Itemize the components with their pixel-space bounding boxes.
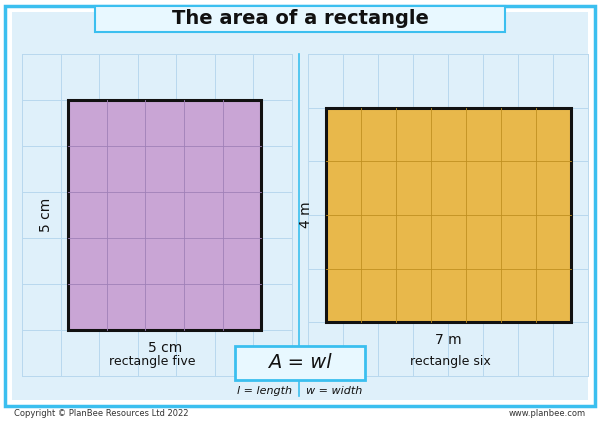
FancyBboxPatch shape	[235, 346, 365, 380]
Text: rectangle five: rectangle five	[109, 355, 195, 368]
Text: The area of a rectangle: The area of a rectangle	[172, 9, 428, 28]
Text: 4 m: 4 m	[299, 202, 313, 228]
FancyBboxPatch shape	[5, 6, 595, 406]
FancyBboxPatch shape	[95, 6, 505, 32]
Bar	[325, 108, 571, 322]
Text: rectangle six: rectangle six	[410, 355, 490, 368]
Text: Copyright © PlanBee Resources Ltd 2022: Copyright © PlanBee Resources Ltd 2022	[14, 410, 188, 418]
Bar	[68, 100, 261, 330]
Text: 7 m: 7 m	[434, 333, 461, 347]
Text: 5 cm: 5 cm	[148, 341, 182, 355]
Text: 5 cm: 5 cm	[39, 198, 53, 232]
FancyBboxPatch shape	[12, 12, 588, 400]
Text: l = length    w = width: l = length w = width	[238, 386, 362, 396]
Text: www.planbee.com: www.planbee.com	[509, 410, 586, 418]
Text: A = wl: A = wl	[268, 354, 332, 373]
